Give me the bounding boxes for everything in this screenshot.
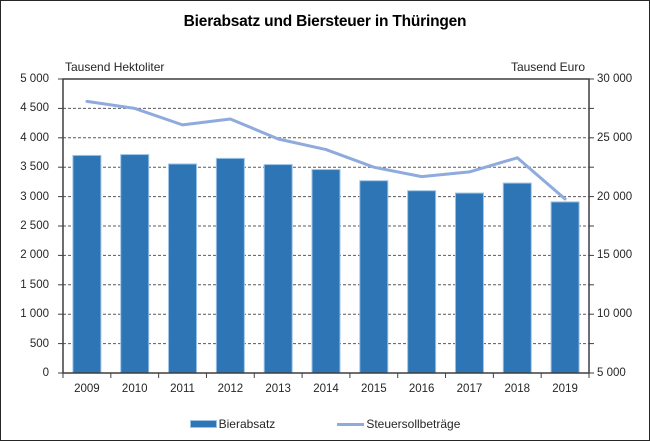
left-tick-label: 2 500 xyxy=(20,220,49,232)
x-tick-label-2010: 2010 xyxy=(121,383,148,395)
x-tick-label-2013: 2013 xyxy=(265,383,291,395)
legend-line-swatch-icon xyxy=(337,422,365,426)
left-tick-label: 1 000 xyxy=(20,308,49,321)
x-tick-label-2012: 2012 xyxy=(217,383,244,395)
left-tick-label: 3 000 xyxy=(20,190,49,203)
left-tick-label: 4 500 xyxy=(20,102,49,115)
legend-label-bierabsatz: Bierabsatz xyxy=(218,417,276,431)
chart-title: Bierabsatz und Biersteuer in Thüringen xyxy=(183,13,467,30)
left-tick-label: 2 000 xyxy=(20,249,49,262)
x-tick-label-2014: 2014 xyxy=(313,383,339,395)
left-tick-label: 1 500 xyxy=(20,278,49,291)
left-axis-tick-labels: 0 500 1 000 1 500 2 000 2 500 3 000 3 500 4 000 4… xyxy=(5,73,49,379)
x-tick-label-2019: 2019 xyxy=(552,383,578,395)
steuersollbetraege-line xyxy=(85,99,567,201)
bar-2016 xyxy=(407,190,437,374)
left-tick-label: 3 500 xyxy=(20,161,49,174)
right-tick-label: 15 000 xyxy=(597,249,633,262)
x-tick-label-2009: 2009 xyxy=(74,383,100,395)
bar-2019 xyxy=(550,201,580,374)
right-axis-title: Tausend Euro xyxy=(510,60,585,74)
legend-item-steuersollbetraege: Steuersollbeträge xyxy=(337,417,460,431)
legend: Bierabsatz Steuersollbeträge xyxy=(1,413,649,435)
bar-2011 xyxy=(168,163,198,374)
left-tick-label: 500 xyxy=(29,337,49,350)
bar-2009 xyxy=(72,154,102,374)
right-tick-label: 25 000 xyxy=(597,131,633,144)
right-tick-label: 10 000 xyxy=(597,308,633,321)
right-axis-tick-labels: 5 000 10 000 15 000 20 000 25 000 30 000 xyxy=(597,73,645,379)
right-tick-label: 30 000 xyxy=(597,73,633,85)
bar-2010 xyxy=(120,154,150,374)
bar-2015 xyxy=(359,180,389,374)
x-tick-label-2015: 2015 xyxy=(361,383,387,395)
x-tick-label-2016: 2016 xyxy=(408,383,435,395)
plot-svg xyxy=(58,78,594,378)
right-tick-label: 5 000 xyxy=(597,367,626,379)
x-axis-tick-labels: 2009 2010 2011 2012 2013 2014 2015 2016 2017 2018… xyxy=(63,383,589,399)
left-tick-label: 0 xyxy=(42,367,49,379)
bar-2018 xyxy=(502,182,532,374)
left-axis-title: Tausend Hektoliter xyxy=(65,60,165,74)
bar-2017 xyxy=(454,192,484,374)
bar-2014 xyxy=(311,169,341,374)
legend-item-bierabsatz: Bierabsatz xyxy=(189,417,276,431)
legend-bar-swatch-icon xyxy=(189,420,217,428)
legend-label-steuersollbetraege: Steuersollbeträge xyxy=(366,417,461,431)
bar-2012 xyxy=(215,157,245,374)
left-tick-label: 4 000 xyxy=(20,131,49,144)
left-tick-label: 5 000 xyxy=(20,73,49,85)
x-tick-label-2011: 2011 xyxy=(170,383,195,395)
bar-2013 xyxy=(263,164,293,374)
right-tick-label: 20 000 xyxy=(597,190,633,203)
plot-area xyxy=(58,78,594,378)
x-tick-label-2017: 2017 xyxy=(456,383,483,395)
x-tick-label-2018: 2018 xyxy=(504,383,531,395)
